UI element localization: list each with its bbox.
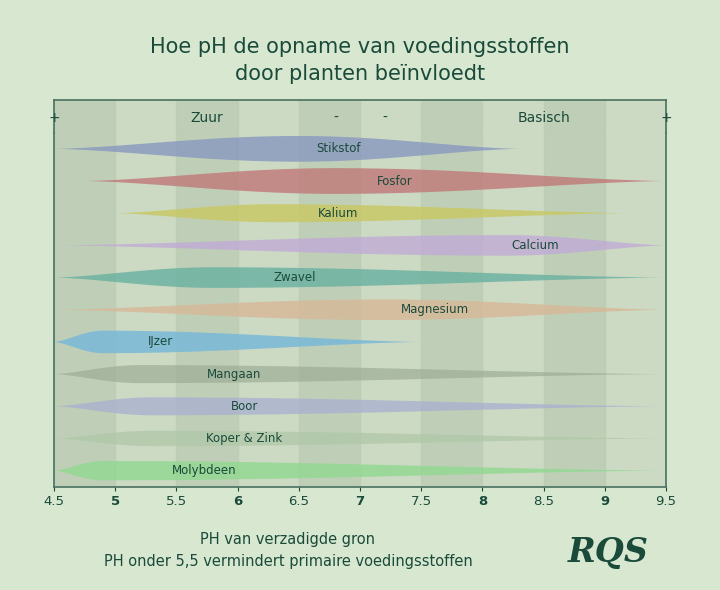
Text: Koper & Zink: Koper & Zink xyxy=(207,432,282,445)
Text: Molybdeen: Molybdeen xyxy=(172,464,237,477)
Text: IJzer: IJzer xyxy=(148,336,173,349)
Polygon shape xyxy=(54,461,666,480)
Bar xyxy=(421,133,482,487)
Text: Zuur: Zuur xyxy=(191,111,223,125)
Bar xyxy=(421,100,482,133)
Text: -: - xyxy=(382,111,387,125)
Polygon shape xyxy=(54,136,519,162)
Polygon shape xyxy=(54,300,666,320)
Bar xyxy=(299,133,360,487)
Text: Stikstof: Stikstof xyxy=(316,142,361,155)
Bar xyxy=(176,100,238,133)
Bar xyxy=(299,100,360,133)
Polygon shape xyxy=(54,330,421,353)
Polygon shape xyxy=(54,235,666,255)
Text: +: + xyxy=(48,111,60,125)
Bar xyxy=(544,133,605,487)
Bar xyxy=(176,133,238,487)
Text: -: - xyxy=(333,111,338,125)
Text: Basisch: Basisch xyxy=(517,111,570,125)
Text: RQS: RQS xyxy=(568,536,649,569)
Polygon shape xyxy=(54,365,666,383)
Bar xyxy=(54,100,115,133)
Bar xyxy=(544,100,605,133)
Polygon shape xyxy=(115,204,629,222)
Text: PH van verzadigde gron: PH van verzadigde gron xyxy=(200,532,376,548)
Bar xyxy=(54,133,115,487)
Text: Calcium: Calcium xyxy=(512,239,559,252)
Text: +: + xyxy=(660,111,672,125)
Polygon shape xyxy=(54,431,666,446)
Text: Kalium: Kalium xyxy=(318,206,359,219)
Text: PH onder 5,5 vermindert primaire voedingsstoffen: PH onder 5,5 vermindert primaire voeding… xyxy=(104,554,472,569)
Text: Mangaan: Mangaan xyxy=(207,368,261,381)
Polygon shape xyxy=(54,397,666,415)
Text: Boor: Boor xyxy=(231,400,258,413)
Text: Zwavel: Zwavel xyxy=(274,271,316,284)
Polygon shape xyxy=(84,168,666,194)
Polygon shape xyxy=(54,267,666,288)
Text: Hoe pH de opname van voedingsstoffen: Hoe pH de opname van voedingsstoffen xyxy=(150,37,570,57)
Text: door planten beïnvloedt: door planten beïnvloedt xyxy=(235,64,485,84)
Text: Fosfor: Fosfor xyxy=(377,175,413,188)
Text: Magnesium: Magnesium xyxy=(401,303,469,316)
